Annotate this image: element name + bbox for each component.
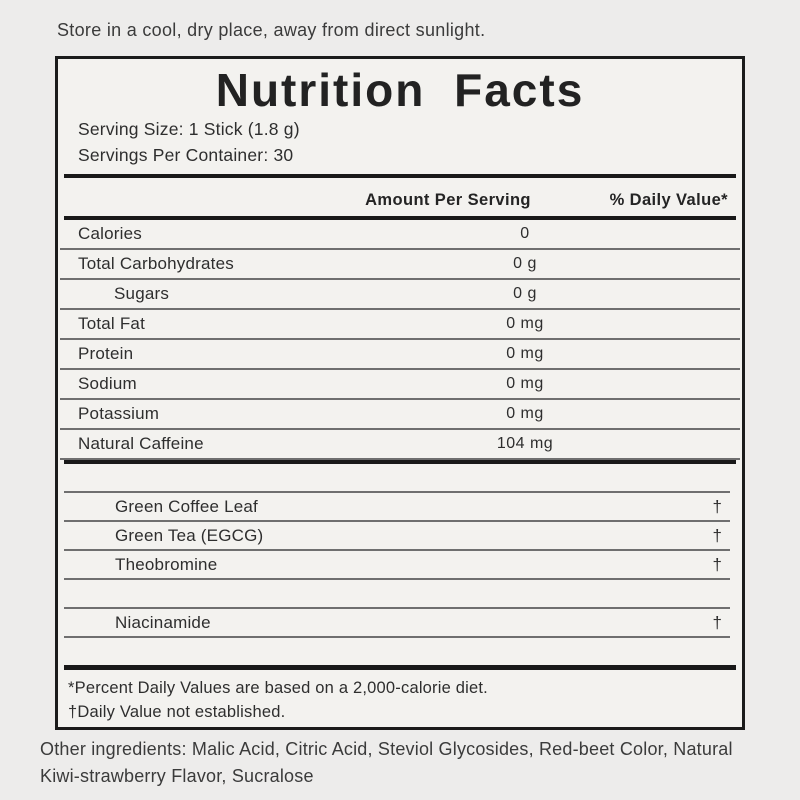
other-ingredients-line2: Kiwi-strawberry Flavor, Sucralose	[40, 765, 314, 786]
daily-value-header: % Daily Value*	[609, 191, 728, 209]
nutrient-name: Natural Caffeine	[78, 434, 204, 453]
storage-note: Store in a cool, dry place, away from di…	[57, 20, 486, 40]
thick-rule-bottom	[64, 665, 736, 670]
table-row-sodium: Sodium 0 mg	[60, 370, 740, 400]
nutrient-amount: 0	[520, 225, 530, 242]
nutrient-amount: 0 g	[513, 285, 537, 302]
nutrition-facts-panel: Nutrition Facts Serving Size: 1 Stick (1…	[55, 56, 745, 730]
thick-rule-under-header	[64, 216, 736, 220]
botanical-name: Theobromine	[115, 554, 218, 574]
nutrient-name: Calories	[78, 224, 142, 243]
table-row-total-carbohydrates: Total Carbohydrates 0 g	[60, 250, 740, 280]
footnote-not-established: †Daily Value not established.	[68, 703, 286, 721]
footnote-daily-values: *Percent Daily Values are based on a 2,0…	[68, 679, 488, 697]
nutrient-amount: 104 mg	[496, 435, 554, 452]
table-row-green-tea-egcg: Green Tea (EGCG) †	[64, 522, 730, 551]
servings-per-container: Servings Per Container: 30	[78, 145, 294, 165]
serving-size: Serving Size: 1 Stick (1.8 g)	[78, 119, 300, 139]
nutrient-name: Total Carbohydrates	[78, 254, 234, 273]
nutrition-facts-title: Nutrition Facts	[215, 64, 585, 116]
nutrient-amount: 0 mg	[506, 375, 544, 392]
botanicals-table: Green Coffee Leaf † Green Tea (EGCG) † T…	[64, 491, 730, 638]
botanical-name: Niacinamide	[115, 612, 211, 632]
other-ingredients: Other ingredients: Malic Acid, Citric Ac…	[40, 736, 780, 789]
nutrient-name: Sodium	[78, 374, 137, 393]
botanical-name: Green Coffee Leaf	[115, 496, 258, 516]
nutrient-name: Potassium	[78, 404, 160, 423]
nutrient-amount: 0 g	[513, 255, 537, 272]
table-row-theobromine: Theobromine †	[64, 551, 730, 580]
nutrient-name: Total Fat	[78, 314, 145, 333]
table-row-sugars: Sugars 0 g	[60, 280, 740, 310]
nutrient-name: Protein	[78, 344, 134, 363]
botanical-daily-value: †	[712, 525, 722, 545]
thick-rule-top	[64, 174, 736, 178]
nutrient-name: Sugars	[114, 284, 170, 303]
table-row-calories: Calories 0	[60, 220, 740, 250]
botanical-daily-value: †	[712, 612, 722, 632]
other-ingredients-line1: Other ingredients: Malic Acid, Citric Ac…	[40, 739, 733, 759]
table-row-total-fat: Total Fat 0 mg	[60, 310, 740, 340]
nutrient-amount: 0 mg	[506, 405, 544, 422]
nutrient-amount: 0 mg	[506, 315, 544, 332]
thick-rule-mid	[64, 460, 736, 464]
amount-per-serving-header: Amount Per Serving	[365, 191, 531, 209]
table-row-green-coffee-leaf: Green Coffee Leaf †	[64, 493, 730, 522]
botanical-daily-value: †	[712, 554, 722, 574]
table-row-protein: Protein 0 mg	[60, 340, 740, 370]
table-row-natural-caffeine: Natural Caffeine 104 mg	[60, 430, 740, 460]
table-row-niacinamide: Niacinamide †	[64, 609, 730, 638]
nutrients-table: Calories 0 Total Carbohydrates 0 g Sugar…	[60, 220, 740, 460]
botanical-daily-value: †	[712, 496, 722, 516]
table-row-empty	[64, 580, 730, 609]
table-row-potassium: Potassium 0 mg	[60, 400, 740, 430]
nutrient-amount: 0 mg	[506, 345, 544, 362]
column-header-row: Amount Per Serving % Daily Value*	[58, 185, 742, 215]
botanical-name: Green Tea (EGCG)	[115, 525, 264, 545]
